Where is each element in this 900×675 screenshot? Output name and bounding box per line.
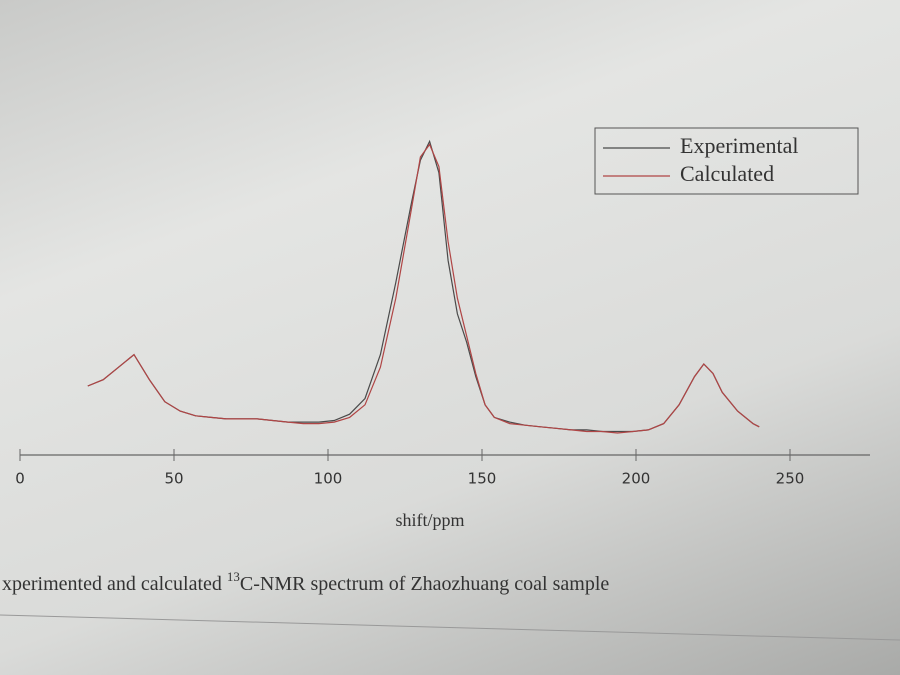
caption: xperimented and calculated 13C-NMR spect…	[2, 569, 609, 595]
x-tick-label: 50	[164, 470, 183, 488]
data-line	[87, 143, 760, 434]
x-tick-label: 200	[622, 470, 651, 488]
caption-superscript: 13	[227, 569, 240, 584]
window-border	[0, 614, 900, 641]
data-line	[87, 139, 760, 433]
x-tick-label: 100	[314, 470, 343, 488]
x-tick-label: 150	[468, 470, 497, 488]
legend-label: Experimental	[680, 133, 799, 158]
x-tick-label: 250	[776, 470, 805, 488]
legend-box	[594, 127, 859, 195]
x-axis-label: shift/ppm	[395, 510, 464, 530]
caption-text: C-NMR spectrum of Zhaozhuang coal sample	[240, 573, 609, 595]
caption-text: xperimented and calculated	[2, 573, 227, 595]
x-tick-label: 0	[15, 470, 25, 488]
legend-label: Calculated	[680, 161, 774, 186]
